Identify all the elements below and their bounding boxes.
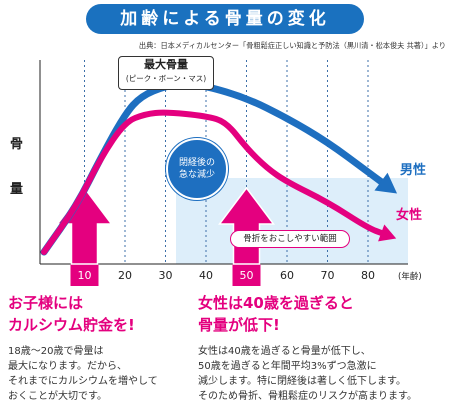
left-body-line: おくことが大切です。: [8, 391, 107, 402]
left-heading-line-1: お子様には: [8, 294, 84, 312]
peak-label-subtitle: (ピーク・ボーン・マス): [125, 74, 207, 83]
x-tick-label: 30: [159, 269, 173, 282]
x-tick-label: 70: [321, 269, 335, 282]
x-axis-unit: (年齢): [398, 271, 422, 282]
right-body-line: 50歳を過ぎると年間平均3%ずつ急激に: [198, 361, 377, 372]
left-body-line: それまでにカルシウムを増やして: [8, 376, 158, 387]
right-body-text: 女性は40歳を過ぎると骨量が低下し、 50歳を過ぎると年間平均3%ずつ急激に 減…: [198, 344, 448, 404]
right-body-line: そのため骨折、骨粗鬆症のリスクが高まります。: [198, 391, 417, 402]
y-axis-label-1: 骨: [10, 137, 24, 152]
x-tick-label: 80: [361, 269, 375, 282]
left-body-text: 18歳～20歳で骨量は 最大になります。だから、 それまでにカルシウムを増やして…: [8, 344, 158, 404]
right-heading-line-2: 骨量が低下!: [198, 316, 280, 334]
peak-label-title: 最大骨量: [144, 58, 188, 71]
menopause-line-2: 急な減少: [178, 170, 215, 180]
left-body-line: 最大になります。だから、: [8, 361, 127, 372]
x-tick-label: 40: [199, 269, 213, 282]
menopause-line-1: 閉経後の: [178, 158, 215, 168]
source-note: 出典：日本メディカルセンター「骨粗鬆症正しい知識と予防法（黒川清・松本俊夫 共著…: [138, 41, 446, 50]
series-arrowhead-male: [374, 172, 398, 194]
right-body-line: 女性は40歳を過ぎると骨量が低下し、: [198, 346, 371, 357]
y-axis-label-2: 量: [10, 182, 24, 197]
peak-bone-mass-callout: 最大骨量 (ピーク・ボーン・マス): [118, 56, 214, 90]
chart-title-banner: 加齢による骨量の変化: [86, 4, 364, 34]
series-arrowhead-female: [378, 224, 397, 242]
series-label-male: 男性: [400, 163, 427, 178]
x-tick-label: 20: [118, 269, 132, 282]
left-heading-line-2: カルシウム貯金を!: [8, 316, 135, 334]
series-label-female: 女性: [396, 208, 423, 223]
highlight-age-box: [70, 264, 99, 286]
highlight-up-arrow: [218, 186, 275, 265]
right-body-line: 減少します。特に閉経後は著しく低下します。: [198, 376, 406, 387]
series-line-female: [41, 109, 388, 255]
x-tick-label: 50: [240, 269, 254, 282]
x-tick-label: 60: [280, 269, 294, 282]
fracture-zone-label: 骨折をおこしやすい範囲: [230, 230, 350, 248]
menopause-decline-badge: 閉経後の 急な減少: [166, 138, 228, 200]
highlight-age-box: [232, 264, 261, 286]
x-tick-label: 10: [78, 269, 92, 282]
right-heading-line-1: 女性は40歳を過ぎると: [198, 294, 354, 312]
left-body-line: 18歳～20歳で骨量は: [8, 346, 104, 357]
